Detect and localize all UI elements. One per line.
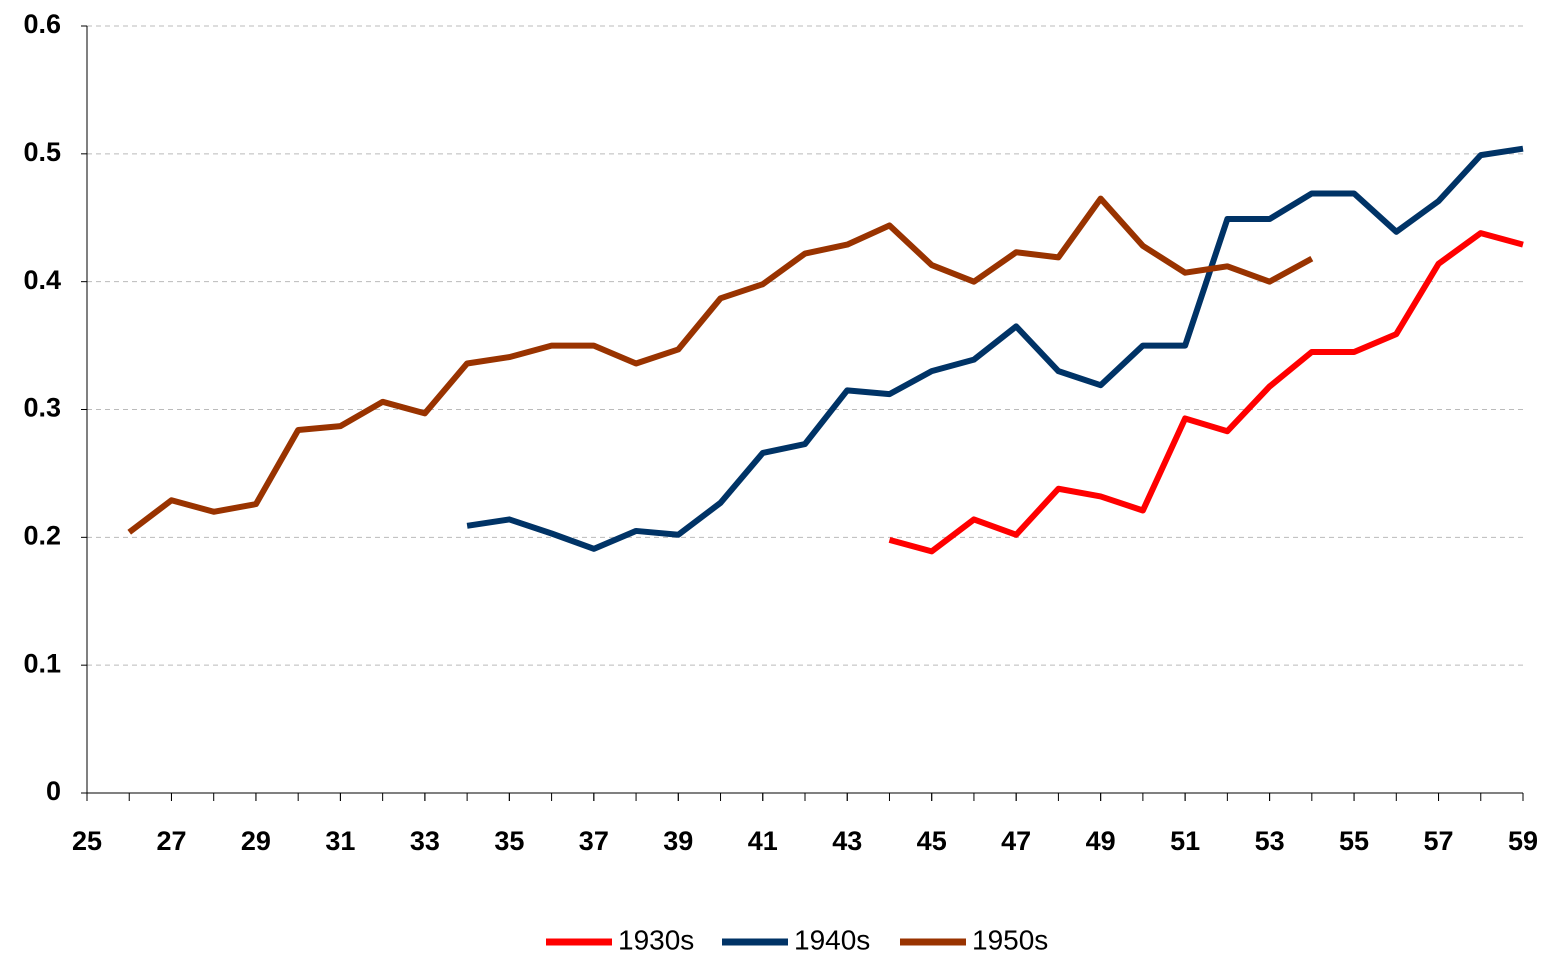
x-tick-label: 37 <box>579 826 609 856</box>
line-series <box>466 145 1524 552</box>
legend-label: 1930s <box>618 924 694 955</box>
line-series <box>888 230 1524 555</box>
y-tick-label: 0 <box>46 776 61 806</box>
y-tick-label: 0.3 <box>23 393 61 423</box>
line-series <box>127 195 1314 535</box>
legend-label: 1950s <box>972 924 1048 955</box>
x-tick-label: 43 <box>832 826 862 856</box>
y-tick-label: 0.5 <box>23 137 61 167</box>
x-tick-label: 33 <box>410 826 440 856</box>
x-tick-label: 25 <box>72 826 102 856</box>
x-tick-label: 51 <box>1170 826 1200 856</box>
x-tick-label: 35 <box>494 826 524 856</box>
x-tick-label: 57 <box>1424 826 1454 856</box>
x-tick-label: 39 <box>663 826 693 856</box>
y-tick-label: 0.2 <box>23 520 61 550</box>
x-tick-label: 31 <box>325 826 355 856</box>
x-tick-label: 29 <box>241 826 271 856</box>
y-tick-label: 0.4 <box>23 265 61 295</box>
x-tick-label: 41 <box>748 826 778 856</box>
x-tick-label: 59 <box>1508 826 1538 856</box>
x-tick-label: 53 <box>1255 826 1285 856</box>
x-tick-label: 45 <box>917 826 947 856</box>
x-tick-label: 47 <box>1001 826 1031 856</box>
x-tick-label: 27 <box>156 826 186 856</box>
y-tick-label: 0.1 <box>23 648 61 678</box>
legend-label: 1940s <box>794 924 870 955</box>
y-tick-label: 0.6 <box>23 9 61 39</box>
x-tick-label: 49 <box>1086 826 1116 856</box>
x-tick-label: 55 <box>1339 826 1369 856</box>
